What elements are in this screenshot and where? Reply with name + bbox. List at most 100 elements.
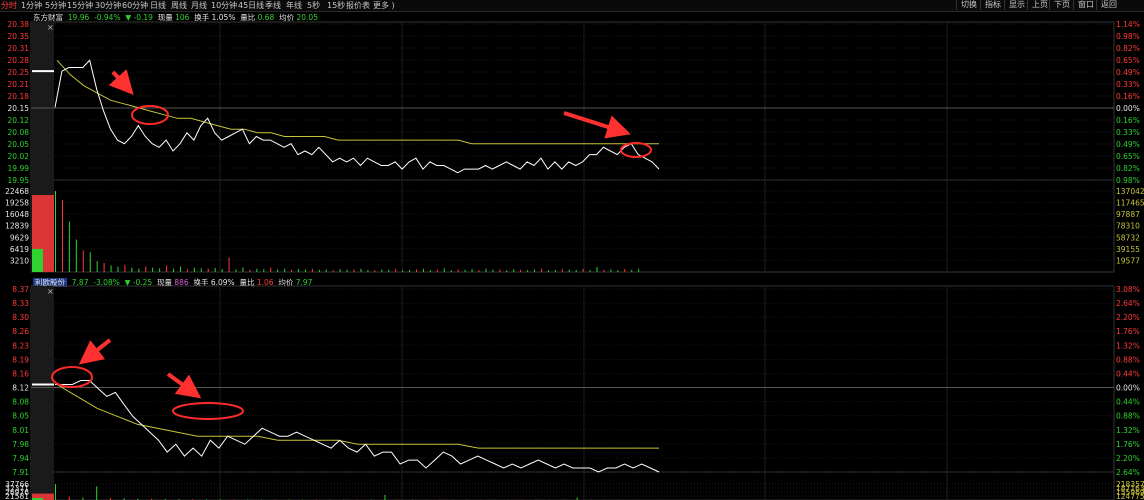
period-tab[interactable]: 10分钟	[211, 1, 238, 10]
close-icon: ×	[47, 23, 54, 32]
volume-bar	[422, 268, 424, 272]
stock-name[interactable]: 东方财富	[33, 13, 63, 22]
toolbar-button[interactable]: 上页	[1027, 0, 1052, 10]
period-tab[interactable]: 45日线	[238, 1, 265, 10]
turnover-label: 换手	[193, 278, 209, 287]
volume-tick-label: 16048	[5, 210, 29, 219]
volume-bar	[152, 267, 154, 272]
volume-bar	[75, 239, 77, 272]
volume-label: 现量	[157, 13, 173, 22]
toolbar-button[interactable]: 窗口	[1073, 0, 1098, 10]
volume-bar	[520, 269, 522, 272]
percent-tick-label: 0.44%	[1116, 398, 1140, 407]
volume-tick-label: 37766	[5, 480, 29, 489]
down-arrow-icon: ▼	[124, 278, 131, 287]
volume-bar	[159, 268, 161, 272]
volume-bar	[346, 269, 348, 272]
volume-bar	[388, 269, 390, 272]
volume-bar	[367, 269, 369, 272]
volume-tick-label: 12839	[5, 222, 29, 231]
percent-tick-label: 1.76%	[1116, 327, 1140, 336]
period-tab[interactable]: 30分钟	[95, 1, 122, 10]
volume-bar	[416, 269, 418, 272]
price-tick-label: 8.23	[12, 341, 29, 350]
toolbar-button[interactable]: 下页	[1049, 0, 1074, 10]
percent-tick-label: 0.65%	[1116, 152, 1140, 161]
volume-bar	[284, 268, 286, 272]
period-tab[interactable]: 15分钟	[67, 1, 94, 10]
price-tick-label: 7.94	[12, 454, 29, 463]
volume-bar	[547, 270, 549, 272]
period-tab[interactable]: 15秒	[327, 1, 346, 10]
toolbar-button[interactable]: 切换	[956, 0, 981, 10]
period-tab[interactable]: 5秒	[307, 1, 321, 10]
volume-value: 886	[174, 278, 189, 287]
volume-bar	[117, 266, 119, 272]
price-tick-label: 20.18	[8, 92, 30, 101]
period-tab[interactable]: 周线	[171, 1, 187, 10]
period-toolbar: 分时 1分钟 5分钟 15分钟 30分钟 60分钟 日线 周线 月线 10分钟 45日线 季线 年线 5秒…	[0, 0, 1144, 12]
volume-tick-label-right: 117465	[1116, 199, 1144, 208]
average-price-line	[56, 59, 659, 145]
volume-bar	[193, 267, 195, 272]
price-tick-label: 8.08	[12, 398, 29, 407]
volume-bar	[61, 199, 63, 272]
auction-volume-block	[32, 493, 54, 500]
period-tab[interactable]: 更多 )	[373, 1, 395, 10]
price-tick-label: 19.99	[8, 164, 30, 173]
percent-tick-label: 0.16%	[1116, 116, 1140, 125]
change-percent: -0.94%	[94, 13, 121, 22]
average-price-line	[56, 384, 659, 449]
volume-bar	[554, 269, 556, 272]
volume-bar	[82, 497, 84, 500]
volume-bar	[103, 262, 105, 272]
change-value: -0.19	[133, 13, 153, 22]
volume-value: 106	[175, 13, 190, 22]
toolbar-button[interactable]: 显示	[1004, 0, 1029, 10]
volume-bar	[249, 269, 251, 272]
period-tab[interactable]: 年线	[286, 1, 302, 10]
avg-value: 20.05	[296, 13, 318, 22]
percent-tick-label: 0.88%	[1116, 412, 1140, 421]
pre-market-shade	[31, 286, 54, 500]
price-tick-label: 20.21	[8, 80, 30, 89]
volume-bar	[450, 270, 452, 272]
period-tab[interactable]: 日线	[150, 1, 166, 10]
volume-bar	[395, 269, 397, 272]
auction-volume-block	[32, 248, 43, 272]
panel2-info: 利欧股份 7.87 -3.08% ▼ -0.25 现量 886 换手 6.09%…	[33, 278, 312, 287]
period-tab[interactable]: 分时	[1, 1, 17, 10]
volume-bar	[402, 270, 404, 272]
percent-tick-label: 1.14%	[1116, 20, 1140, 29]
price-tick-label: 20.05	[8, 140, 30, 149]
period-tab[interactable]: 1分钟	[21, 1, 43, 10]
period-tab[interactable]: 报价表	[346, 1, 370, 10]
volume-tick-label-right: 39155	[1116, 245, 1140, 254]
volume-bar	[617, 270, 619, 272]
volume-tick-label: 9629	[10, 233, 29, 242]
volume-bar	[610, 269, 612, 272]
volume-bar	[374, 270, 376, 272]
price-tick-label: 20.28	[8, 56, 30, 65]
volume-tick-label: 32371	[5, 484, 29, 493]
volume-bar	[207, 268, 209, 272]
toolbar-button[interactable]: 指标	[980, 0, 1005, 10]
price-tick-label: 20.31	[8, 44, 30, 53]
volume-bar	[304, 269, 306, 272]
volume-bar	[297, 269, 299, 272]
period-tab[interactable]: 60分钟	[122, 1, 149, 10]
toolbar-button[interactable]: 返回	[1096, 0, 1121, 10]
price-tick-label: 20.02	[8, 152, 30, 161]
volume-bar	[384, 494, 386, 500]
stock-name[interactable]: 利欧股份	[33, 278, 67, 287]
period-tab[interactable]: 5分钟	[45, 1, 67, 10]
price-tick-label: 8.37	[12, 285, 29, 294]
volume-bar	[527, 270, 529, 272]
volume-bar	[596, 266, 598, 272]
down-arrow-icon: ▼	[125, 13, 132, 22]
volume-tick-label: 26976	[5, 488, 29, 497]
period-tab[interactable]: 月线	[191, 1, 207, 10]
period-tab[interactable]: 季线	[265, 1, 281, 10]
price-tick-label: 20.25	[8, 68, 30, 77]
